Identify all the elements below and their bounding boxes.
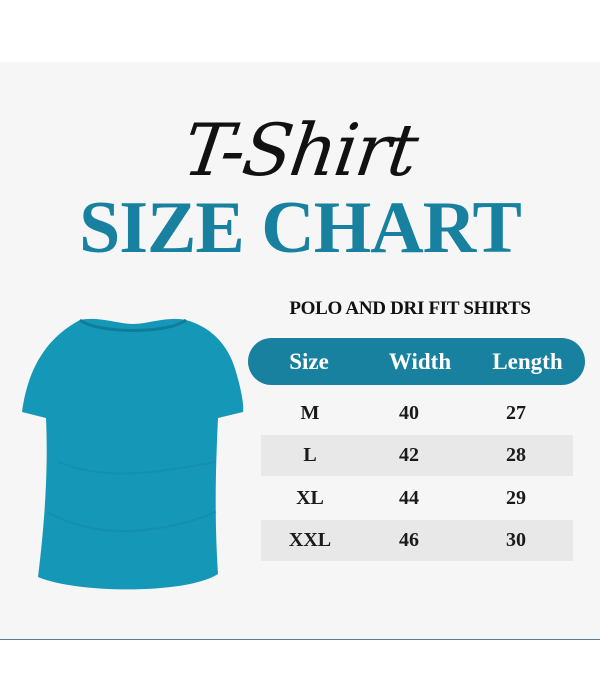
table-subtitle: POLO AND DRI FIT SHIRTS — [289, 298, 531, 319]
table-row: L 42 28 — [261, 435, 573, 476]
column-header-length: Length — [492, 348, 563, 374]
page-title: SIZE CHART — [79, 187, 522, 269]
cell-size: M — [300, 402, 320, 424]
cell-length: 29 — [506, 487, 526, 509]
tshirt-folds — [47, 461, 217, 532]
column-header-width: Width — [388, 348, 452, 374]
cell-size: L — [303, 444, 317, 466]
table-row: XL 44 29 — [261, 478, 573, 519]
cell-length: 30 — [506, 529, 526, 551]
column-header-size: Size — [289, 348, 329, 374]
cell-width: 46 — [399, 529, 419, 551]
cell-width: 44 — [399, 487, 419, 509]
cell-width: 42 — [399, 444, 419, 466]
cell-length: 28 — [506, 444, 526, 466]
table-header: Size Width Length — [248, 338, 585, 385]
cell-width: 40 — [399, 402, 419, 424]
cell-size: XXL — [288, 529, 332, 551]
cell-size: XL — [296, 487, 324, 509]
tshirt-image — [22, 318, 244, 590]
cell-length: 27 — [506, 402, 526, 424]
tshirt-body — [22, 318, 244, 590]
table-row: M 40 27 — [261, 393, 573, 434]
table-row: XXL 46 30 — [261, 520, 573, 561]
tshirt-collar — [79, 318, 187, 332]
script-title: T-Shirt — [178, 108, 422, 192]
